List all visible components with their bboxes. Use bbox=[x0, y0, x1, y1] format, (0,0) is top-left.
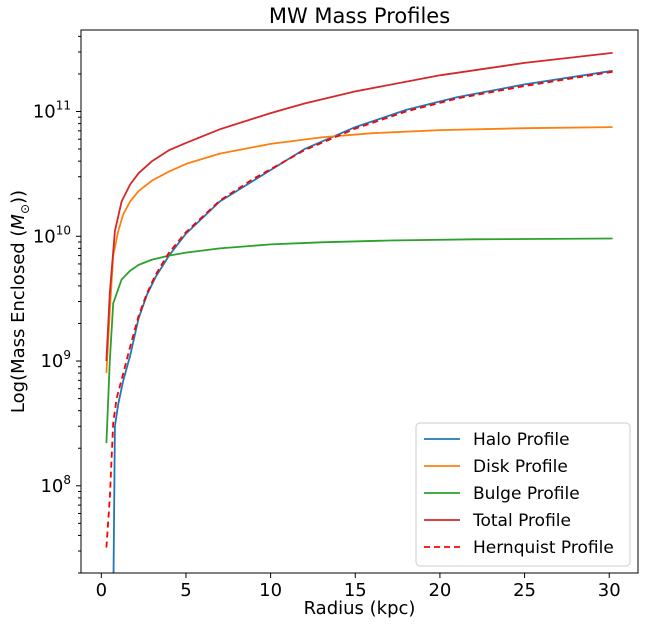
legend-label: Halo Profile bbox=[473, 430, 570, 450]
x-tick-label: 0 bbox=[96, 580, 107, 601]
legend-label: Bulge Profile bbox=[473, 484, 580, 504]
y-axis-label-subscript: ⊙ bbox=[18, 204, 32, 214]
y-axis-label: Log(Mass Enclosed (M⊙)) bbox=[8, 190, 32, 413]
y-tick-label: 108 bbox=[40, 473, 71, 497]
series-line-halo-profile bbox=[112, 69, 613, 573]
legend-label: Hernquist Profile bbox=[473, 538, 614, 558]
y-axis-label-suffix: )) bbox=[8, 190, 29, 204]
series-line-bulge-profile bbox=[105, 237, 613, 444]
legend-label: Disk Profile bbox=[473, 457, 568, 477]
x-axis-label: Radius (kpc) bbox=[304, 598, 416, 619]
y-axis: 108 109 1010 1011 bbox=[33, 35, 81, 574]
chart-title: MW Mass Profiles bbox=[269, 4, 450, 28]
x-tick-label: 10 bbox=[259, 580, 282, 601]
legend-box bbox=[415, 422, 631, 567]
series-line-total-profile bbox=[105, 52, 613, 362]
x-tick-label: 20 bbox=[428, 580, 451, 601]
legend-label: Total Profile bbox=[472, 511, 571, 531]
x-tick-label: 5 bbox=[180, 580, 191, 601]
series-layer bbox=[105, 52, 613, 573]
x-tick-label: 15 bbox=[344, 580, 367, 601]
x-tick-label: 30 bbox=[598, 580, 621, 601]
series-line-disk-profile bbox=[105, 126, 613, 374]
plot-frame bbox=[80, 29, 639, 574]
y-tick-label: 109 bbox=[40, 348, 71, 372]
y-tick-label: 1011 bbox=[33, 98, 71, 122]
series-line-hernquist-profile bbox=[105, 70, 613, 548]
y-axis-label-prefix: Log(Mass Enclosed ( bbox=[8, 230, 29, 414]
y-tick-label: 1010 bbox=[33, 223, 71, 247]
x-tick-label: 25 bbox=[513, 580, 536, 601]
y-axis-label-symbol: M bbox=[8, 214, 29, 230]
x-axis: 0 5 10 15 20 25 30 bbox=[96, 573, 621, 601]
legend: Halo Profile Disk Profile Bulge Profile Tot… bbox=[415, 422, 631, 567]
